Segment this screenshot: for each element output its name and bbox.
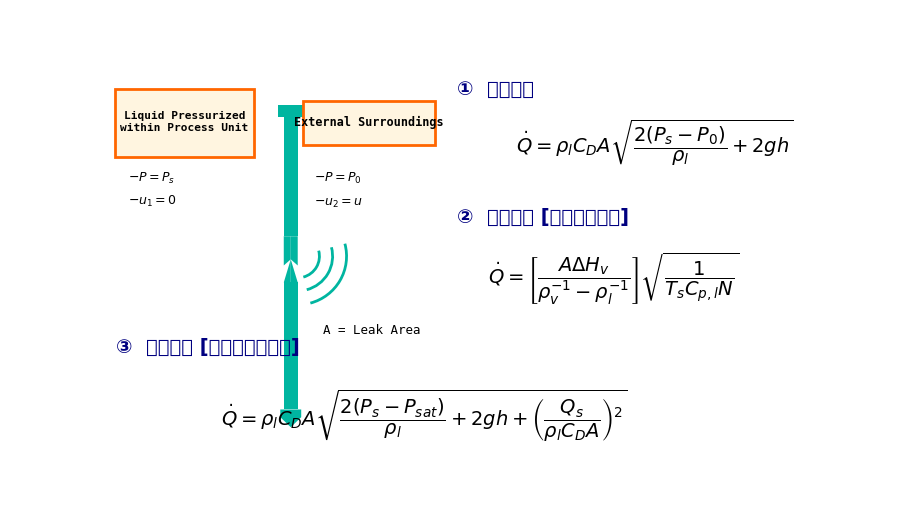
Polygon shape [280,410,302,427]
Text: ①  액상누출: ① 액상누출 [457,80,535,99]
Text: $- u_2 = u$: $- u_2 = u$ [314,197,363,210]
Polygon shape [284,260,291,283]
Polygon shape [284,236,291,266]
Bar [278,105,303,117]
Text: $\dot{Q} = \rho_l C_D A\sqrt{\dfrac{2(P_s - P_0)}{\rho_l} + 2gh}$: $\dot{Q} = \rho_l C_D A\sqrt{\dfrac{2(P_… [516,118,793,169]
FancyBboxPatch shape [115,89,255,157]
Polygon shape [291,236,298,266]
Text: ③  이상누출 [비포화액체누출]: ③ 이상누출 [비포화액체누출] [116,338,300,357]
Text: External Surroundings: External Surroundings [294,116,444,129]
Bar [284,283,298,410]
Polygon shape [291,260,298,283]
Text: $\dot{Q} = \left[\dfrac{A\Delta H_v}{\rho_v^{-1} - \rho_l^{-1}}\right]\sqrt{\dfr: $\dot{Q} = \left[\dfrac{A\Delta H_v}{\rh… [489,250,740,307]
Text: $- u_1 = 0$: $- u_1 = 0$ [128,194,176,209]
Text: $- P = P_0$: $- P = P_0$ [314,171,362,186]
Text: A = Leak Area: A = Leak Area [323,325,421,337]
Text: ②  이상누출 [포화액체누출]: ② 이상누출 [포화액체누출] [457,207,629,226]
Bar [284,105,298,236]
Text: $- P = P_s$: $- P = P_s$ [128,171,176,186]
FancyBboxPatch shape [303,101,435,144]
Text: $\dot{Q} = \rho_l C_D A\sqrt{\dfrac{2(P_s - P_{sat})}{\rho_l} + 2gh + \left(\dfr: $\dot{Q} = \rho_l C_D A\sqrt{\dfrac{2(P_… [221,388,627,444]
Text: Liquid Pressurized
within Process Unit: Liquid Pressurized within Process Unit [121,112,248,133]
